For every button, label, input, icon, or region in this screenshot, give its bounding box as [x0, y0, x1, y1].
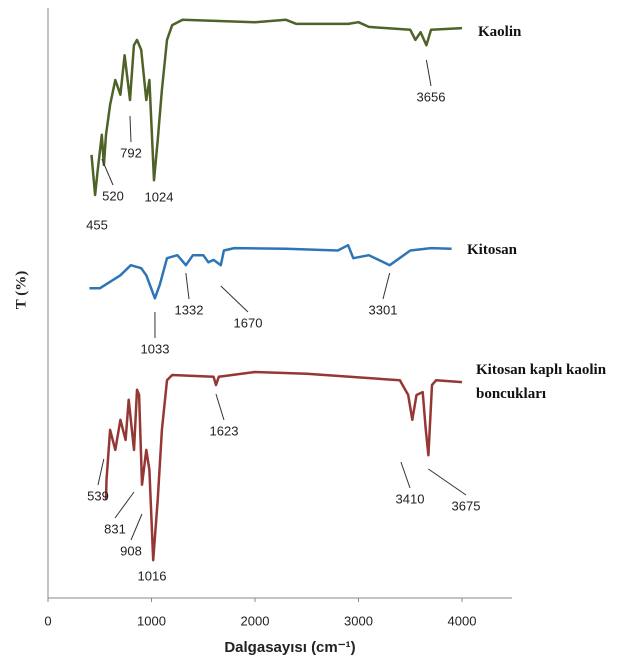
x-tick-label: 2000	[241, 613, 270, 628]
peak-label: 1623	[210, 423, 239, 438]
x-axis-label: Dalgasayısı (cm⁻¹)	[224, 639, 355, 656]
peak-label: 3301	[369, 302, 398, 317]
peak-label: 1033	[141, 341, 170, 356]
peak-label: 1024	[145, 189, 174, 204]
x-tick-label: 1000	[137, 613, 166, 628]
leader-line	[97, 458, 105, 486]
leader-line	[428, 468, 467, 496]
leader-line	[220, 285, 249, 313]
peak-label: 1016	[138, 568, 167, 583]
x-tick-label: 4000	[448, 613, 477, 628]
series-line	[90, 18, 463, 197]
series-line	[89, 243, 452, 300]
leader-line	[185, 272, 190, 300]
series-label: Kitosan	[467, 242, 518, 258]
peak-label: 792	[120, 145, 142, 160]
peak-label: 3656	[417, 89, 446, 104]
series-label: Kaolin	[478, 24, 522, 40]
peak-label: 539	[87, 488, 109, 503]
peak-label: 520	[102, 188, 124, 203]
leader-line	[130, 513, 143, 541]
peak-label: 1332	[175, 302, 204, 317]
y-axis-label: T (%)	[13, 271, 29, 309]
leader-line	[425, 59, 432, 87]
peak-label: 3675	[452, 498, 481, 513]
leader-line	[215, 393, 225, 421]
leader-line	[382, 272, 391, 300]
peak-label: 455	[86, 217, 108, 232]
leader-line	[129, 115, 132, 143]
x-tick-label: 3000	[344, 613, 373, 628]
x-tick-label: 0	[44, 613, 51, 628]
peak-label: 831	[104, 521, 126, 536]
peak-label: 908	[120, 543, 142, 558]
leader-line	[400, 461, 411, 489]
series-label: Kitosan kaplı kaolin boncukları	[476, 362, 607, 402]
series-line	[104, 370, 463, 562]
leader-line	[101, 158, 114, 186]
peak-label: 3410	[396, 491, 425, 506]
peak-label: 1670	[234, 315, 263, 330]
leader-line	[114, 491, 135, 519]
